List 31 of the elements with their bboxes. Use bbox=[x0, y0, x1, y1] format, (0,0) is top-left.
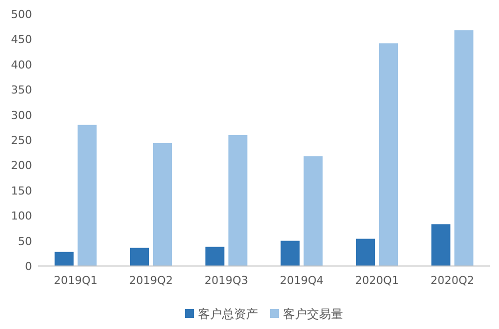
x-tick-label: 2020Q2 bbox=[430, 274, 474, 287]
x-tick-label: 2019Q4 bbox=[280, 274, 324, 287]
x-tick-label: 2020Q1 bbox=[355, 274, 399, 287]
y-tick-label: 450 bbox=[11, 33, 32, 46]
bar bbox=[454, 30, 474, 266]
bar bbox=[153, 143, 172, 266]
bar bbox=[356, 238, 375, 266]
legend-label: 客户总资产 bbox=[198, 307, 258, 321]
legend-label: 客户交易量 bbox=[283, 307, 343, 321]
y-tick-label: 250 bbox=[11, 134, 32, 147]
y-tick-label: 0 bbox=[25, 260, 32, 273]
x-tick-label: 2019Q3 bbox=[204, 274, 248, 287]
bar bbox=[431, 224, 450, 266]
bar bbox=[280, 240, 300, 266]
y-tick-label: 400 bbox=[11, 58, 32, 72]
bar bbox=[78, 124, 97, 266]
y-tick-label: 150 bbox=[11, 184, 32, 198]
y-tick-label: 300 bbox=[11, 108, 32, 122]
x-tick-label: 2019Q2 bbox=[129, 274, 173, 287]
bar bbox=[379, 43, 398, 266]
y-tick-label: 100 bbox=[11, 210, 32, 223]
y-tick-label: 50 bbox=[18, 234, 32, 248]
bar bbox=[228, 134, 248, 266]
bar bbox=[54, 252, 74, 266]
bar bbox=[130, 248, 149, 266]
y-tick-label: 350 bbox=[11, 84, 32, 97]
bar bbox=[304, 156, 323, 266]
x-tick-label: 2019Q1 bbox=[54, 274, 98, 287]
y-tick-label: 200 bbox=[11, 159, 32, 172]
bar bbox=[205, 246, 224, 266]
y-tick-label: 500 bbox=[11, 8, 32, 21]
